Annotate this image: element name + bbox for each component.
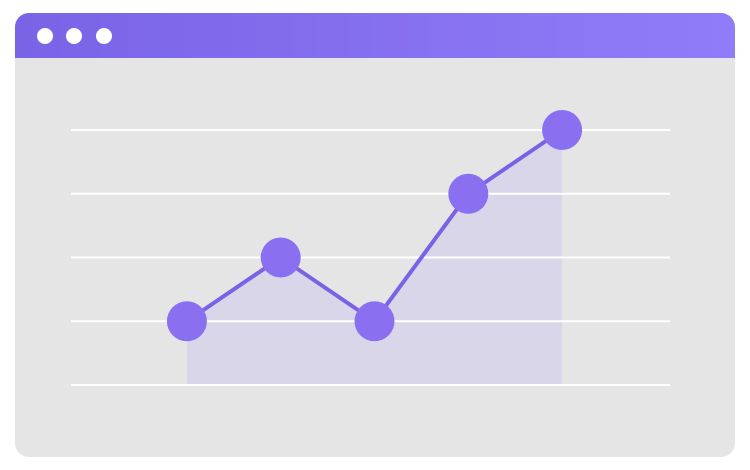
data-point <box>260 237 301 278</box>
window-dot <box>96 28 112 44</box>
window-body <box>15 13 735 457</box>
data-point <box>448 173 489 214</box>
data-point <box>542 110 583 150</box>
plot <box>71 110 670 386</box>
window-header <box>15 13 735 58</box>
window-dot <box>66 28 82 44</box>
data-point <box>354 301 395 342</box>
data-point <box>166 301 207 342</box>
window <box>15 13 735 457</box>
window-dot <box>37 28 53 44</box>
